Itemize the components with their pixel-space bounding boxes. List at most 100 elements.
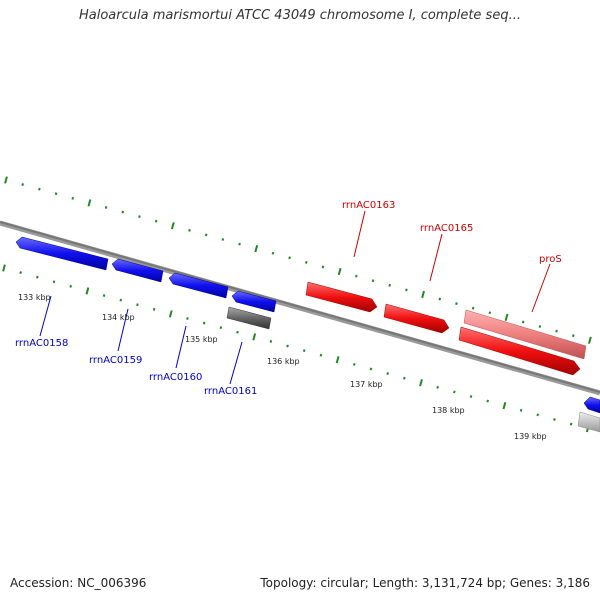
gc-tick xyxy=(488,311,492,315)
gc-tick xyxy=(170,222,175,230)
gc-tick xyxy=(271,251,275,255)
gc-tick xyxy=(555,329,558,333)
gc-tick xyxy=(588,336,592,344)
gc-tick xyxy=(219,326,223,330)
gc-tick xyxy=(337,267,342,276)
gc-tick xyxy=(168,310,173,318)
gc-tick xyxy=(102,294,106,297)
gene-rrnAC0166[interactable] xyxy=(458,326,581,376)
gc-tick xyxy=(238,242,241,246)
gc-tick xyxy=(438,297,442,301)
gc-tick xyxy=(436,385,439,389)
gc-tick xyxy=(204,233,208,237)
gene-rrnAC0160[interactable] xyxy=(168,272,229,299)
gc-tick xyxy=(321,265,325,269)
label-rrnAC0163[interactable]: rrnAC0163 xyxy=(342,200,395,211)
gc-tick xyxy=(421,290,425,299)
genome-backbone-highlight xyxy=(0,221,600,393)
scale-label-139kbp: 139 kbp xyxy=(514,432,547,441)
gc-tick xyxy=(403,376,406,380)
accession-label: Accession: NC_006396 xyxy=(10,576,147,590)
gc-tick xyxy=(186,317,189,320)
label-rrnAC0160[interactable]: rrnAC0160 xyxy=(149,372,202,383)
blue-callouts xyxy=(39,295,243,385)
gc-tick xyxy=(305,260,308,264)
gene-rrnAC0163[interactable] xyxy=(305,281,378,313)
gc-tick xyxy=(419,379,423,387)
gc-tick xyxy=(136,303,139,307)
gc-tick xyxy=(69,284,73,288)
gene-rrnAC0159[interactable] xyxy=(111,258,164,283)
gc-tick xyxy=(71,196,75,200)
outer-gc-tick-track xyxy=(4,176,592,344)
gc-tick xyxy=(469,395,473,398)
gc-tick xyxy=(104,206,108,209)
gc-tick xyxy=(21,183,24,186)
gc-tick xyxy=(54,192,58,196)
label-rrnAC0165[interactable]: rrnAC0165 xyxy=(420,223,473,234)
scale-label-135kbp: 135 kbp xyxy=(185,335,218,344)
scale-label-136kbp: 136 kbp xyxy=(267,357,300,366)
gc-tick xyxy=(335,356,340,364)
gc-tick xyxy=(38,187,41,191)
gc-tick xyxy=(269,340,273,343)
gc-tick xyxy=(571,334,575,338)
genome-summary: Topology: circular; Length: 3,131,724 bp… xyxy=(260,576,590,590)
gc-tick xyxy=(119,298,123,302)
gene-partial-blue[interactable] xyxy=(583,396,600,414)
gc-tick xyxy=(319,353,323,357)
scale-label-138kbp: 138 kbp xyxy=(432,406,465,415)
gc-tick xyxy=(536,413,540,417)
gc-tick xyxy=(569,422,573,426)
gc-tick xyxy=(553,418,556,421)
gc-tick xyxy=(138,215,141,219)
gene-rrnAC0161[interactable] xyxy=(231,290,277,313)
label-rrnAC0161[interactable]: rrnAC0161 xyxy=(204,386,257,397)
gc-tick xyxy=(36,275,39,279)
gene-proS[interactable] xyxy=(463,309,587,360)
gene-rrnAC0165[interactable] xyxy=(383,303,450,334)
gc-tick xyxy=(455,302,458,306)
gc-tick xyxy=(254,245,259,253)
gc-tick xyxy=(538,325,542,328)
gc-tick xyxy=(369,367,373,371)
gc-tick xyxy=(286,344,289,348)
gc-tick xyxy=(386,372,389,375)
gc-tick xyxy=(388,283,391,287)
gc-tick xyxy=(121,210,125,214)
label-proS[interactable]: proS xyxy=(539,254,562,265)
gc-tick xyxy=(504,313,509,321)
gc-tick xyxy=(519,408,523,412)
label-rrnAC0158[interactable]: rrnAC0158 xyxy=(15,338,68,349)
gc-tick xyxy=(302,349,306,353)
gene-partial-grey[interactable] xyxy=(577,411,600,433)
inner-gc-tick-track xyxy=(2,264,590,433)
gc-tick xyxy=(236,330,239,334)
gc-tick xyxy=(221,238,225,241)
gc-tick xyxy=(52,280,56,284)
gc-tick xyxy=(4,176,8,184)
gc-tick xyxy=(453,390,456,394)
scale-label-133kbp: 133 kbp xyxy=(18,293,51,302)
scale-label-134kbp: 134 kbp xyxy=(102,313,135,322)
gc-tick xyxy=(352,362,356,366)
gc-tick xyxy=(154,219,158,223)
gc-tick xyxy=(288,256,291,260)
gc-tick xyxy=(202,321,206,325)
gc-tick xyxy=(19,271,22,275)
gene-rrnAC0158[interactable] xyxy=(15,236,109,271)
gene-grey-feature[interactable] xyxy=(226,306,272,330)
gc-tick xyxy=(405,288,408,292)
gc-tick xyxy=(87,199,92,207)
gc-tick xyxy=(486,399,490,403)
gc-tick xyxy=(502,402,507,410)
red-callouts xyxy=(353,210,551,313)
gc-tick xyxy=(252,333,257,341)
label-rrnAC0159[interactable]: rrnAC0159 xyxy=(89,355,142,366)
gc-tick xyxy=(2,264,6,272)
gc-tick xyxy=(85,287,90,295)
gc-tick xyxy=(371,279,375,283)
scale-label-137kbp: 137 kbp xyxy=(350,380,383,389)
gc-tick xyxy=(471,306,475,310)
